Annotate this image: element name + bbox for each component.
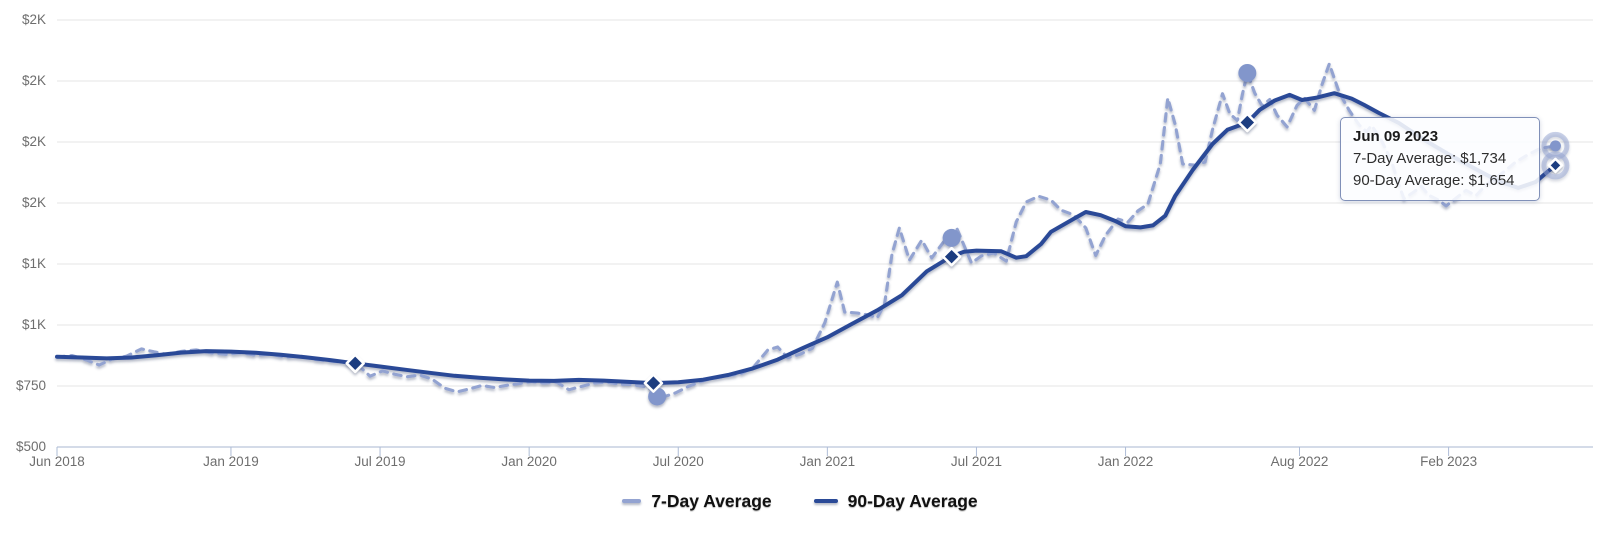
tooltip-date: Jun 09 2023 (1353, 128, 1439, 145)
x-axis-label: Aug 2022 (1270, 454, 1329, 469)
x-axis-label: Jan 2022 (1097, 454, 1154, 469)
legend-label-7day: 7-Day Average (651, 490, 772, 511)
legend-item-90day-average[interactable]: 90-Day Average (813, 490, 978, 512)
y-axis-label: $2K (21, 134, 46, 149)
series-lines (55, 62, 1558, 399)
tooltip-90day-value: 90-Day Average: $1,654 (1353, 171, 1515, 189)
marker-diamond-90day[interactable] (345, 353, 365, 374)
marker-diamond-90day[interactable] (643, 373, 664, 393)
series-markers (345, 63, 1570, 406)
legend-item-7day-average[interactable]: 7-Day Average (622, 490, 772, 512)
y-axis-label: $2K (21, 195, 46, 210)
marker-diamond-90day[interactable] (941, 246, 962, 267)
y-axis-label: $750 (15, 378, 46, 393)
x-axis-label: Jul 2019 (354, 454, 406, 469)
dashed-line-swatch-icon (622, 498, 642, 504)
x-axis-label: Jan 2021 (799, 454, 856, 469)
y-axis-label: $2K (21, 73, 46, 88)
x-axis-label: Jul 2020 (652, 454, 704, 469)
y-axis-label: $2K (21, 12, 46, 27)
y-axis-label: $1K (21, 317, 46, 332)
solid-line-swatch-icon (813, 498, 838, 504)
chart-legend: 7-Day Average 90-Day Average (0, 485, 1600, 517)
marker-halo-ring (1541, 151, 1570, 180)
y-axis-label: $500 (15, 439, 46, 454)
x-axis-label: Jan 2019 (203, 454, 259, 469)
tooltip-7day-value: 7-Day Average: $1,734 (1353, 150, 1507, 168)
marker-halo-ring (1541, 131, 1570, 160)
y-axis-label: $1K (21, 256, 46, 271)
x-axis-label: Jan 2020 (501, 454, 557, 469)
marker-circle-7day[interactable] (1238, 63, 1257, 82)
marker-circle-7day[interactable] (942, 228, 961, 247)
marker-circle-7day[interactable] (1549, 140, 1561, 152)
legend-label-90day: 90-Day Average (847, 490, 978, 511)
series-line-7day (55, 62, 1558, 399)
series-line-90day (55, 91, 1558, 386)
chart-tooltip: Jun 09 2023 7-Day Average: $1,734 90-Day… (1340, 117, 1540, 201)
marker-diamond-90day[interactable] (1547, 157, 1564, 174)
gridlines (56, 19, 1593, 456)
x-axis-label: Feb 2023 (1420, 454, 1478, 469)
marker-diamond-90day[interactable] (1237, 112, 1258, 133)
x-axis-label: Jul 2021 (950, 454, 1002, 469)
x-axis-label: Jun 2018 (29, 454, 85, 469)
